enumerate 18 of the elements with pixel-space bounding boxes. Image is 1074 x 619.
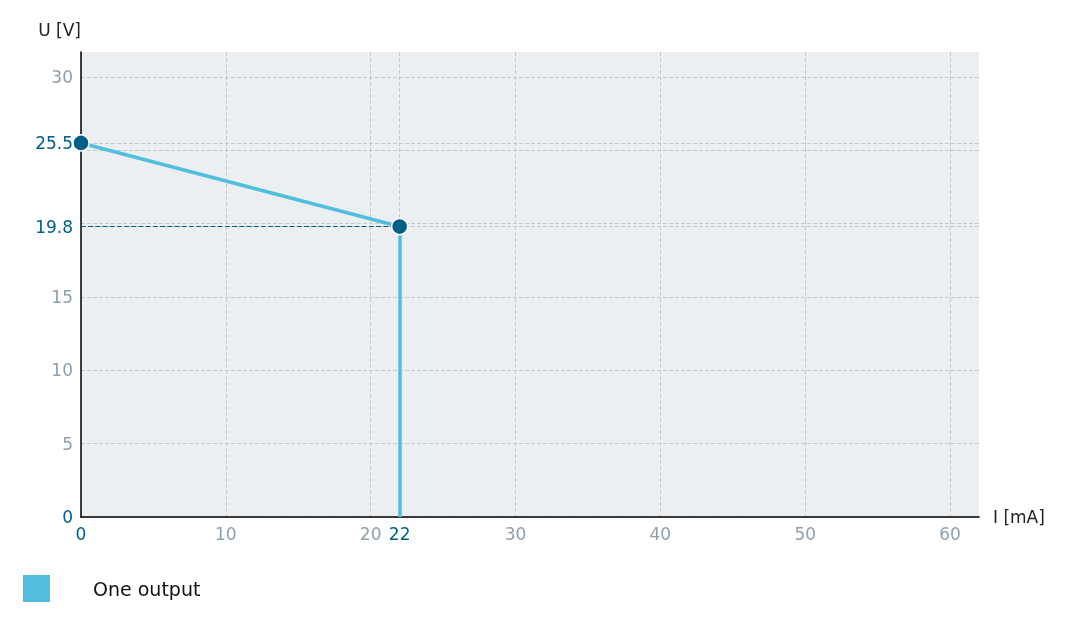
y-tick-label: 19.8 <box>35 216 73 237</box>
x-tick-label: 40 <box>649 523 672 544</box>
x-tick-label: 20 <box>359 523 382 544</box>
x-tick-label: 30 <box>504 523 527 544</box>
legend-label: One output <box>93 577 201 600</box>
y-tick-label: 0 <box>62 507 73 527</box>
y-tick-label: 5 <box>62 433 73 454</box>
y-axis-title: U [V] <box>38 19 81 40</box>
x-tick-label: 50 <box>794 523 817 544</box>
x-tick-label: 22 <box>388 523 411 544</box>
y-tick-label: 15 <box>51 286 73 307</box>
x-tick-label: 10 <box>215 523 237 544</box>
x-tick-label: 0 <box>75 523 87 544</box>
y-tick-label: 30 <box>51 66 73 87</box>
x-tick-label: 60 <box>939 523 961 544</box>
y-tick-label: 25.5 <box>35 132 73 153</box>
y-tick-label: 10 <box>51 360 73 381</box>
x-axis-title: I [mA] <box>993 507 1045 527</box>
